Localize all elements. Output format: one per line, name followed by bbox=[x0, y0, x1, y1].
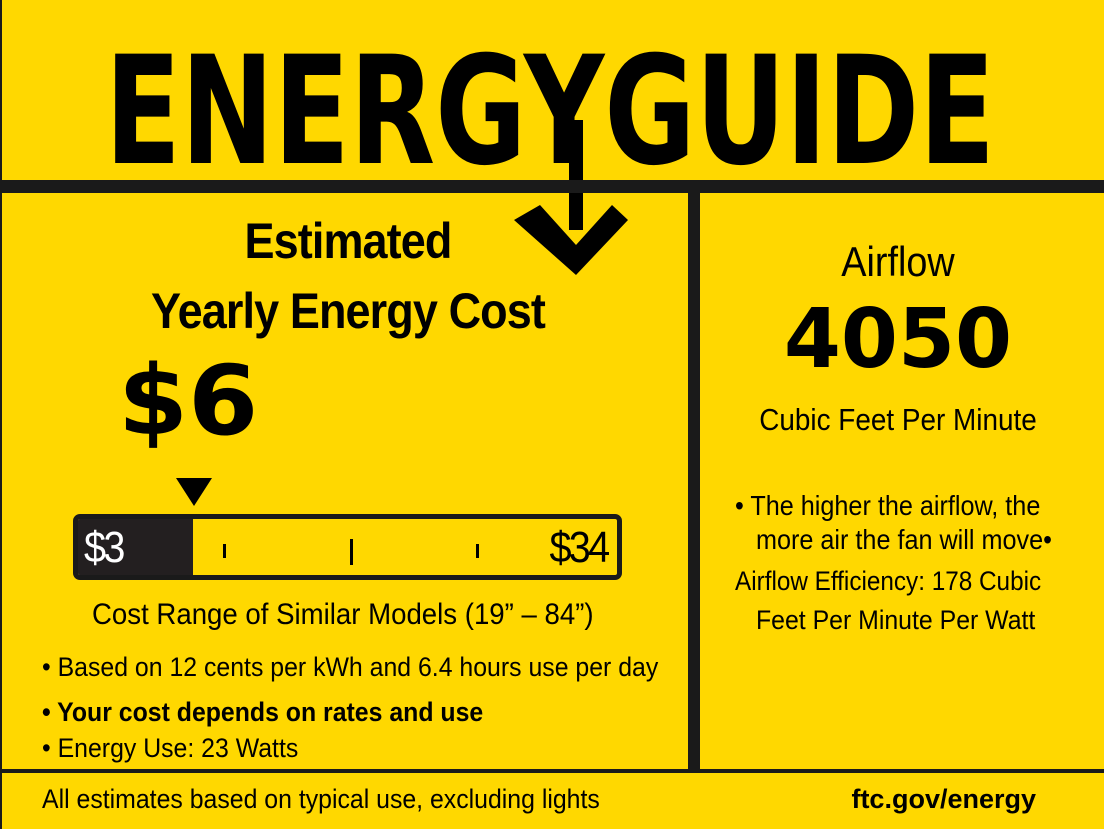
range-high: $34 bbox=[549, 523, 610, 572]
ftc-link[interactable]: ftc.gov/energy bbox=[851, 784, 1036, 814]
note-rates: • Based on 12 cents per kWh and 6.4 hour… bbox=[42, 652, 659, 682]
airflow-heading: Airflow bbox=[841, 238, 955, 285]
footer-divider bbox=[0, 769, 1104, 773]
tick-mark bbox=[223, 544, 226, 558]
footer-disclaimer: All estimates based on typical use, excl… bbox=[42, 784, 600, 814]
arrow-down-icon bbox=[514, 205, 628, 275]
cost-indicator-icon bbox=[176, 478, 212, 506]
airflow-value: 4050 bbox=[783, 292, 1013, 387]
tick-mark bbox=[476, 544, 479, 558]
airflow-note-2: more air the fan will move• bbox=[756, 524, 1052, 555]
arrow-stem bbox=[569, 120, 583, 230]
left-border bbox=[0, 0, 2, 829]
range-low: $3 bbox=[84, 523, 125, 572]
airflow-efficiency-1: Airflow Efficiency: 178 Cubic bbox=[735, 566, 1042, 596]
note-energy-use: • Energy Use: 23 Watts bbox=[42, 733, 299, 763]
cost-range-fill bbox=[78, 519, 193, 575]
cost-range-bar: $3 $34 bbox=[73, 514, 622, 580]
cost-heading-1: Estimated bbox=[244, 213, 453, 269]
header-divider bbox=[0, 180, 1104, 193]
energyguide-logo: ENERGYGUIDE bbox=[105, 25, 995, 275]
tick-mark bbox=[350, 539, 353, 565]
airflow-unit: Cubic Feet Per Minute bbox=[759, 402, 1037, 437]
note-cost-depends: • Your cost depends on rates and use bbox=[42, 697, 484, 727]
column-divider bbox=[688, 193, 700, 771]
range-caption: Cost Range of Similar Models (19” – 84”) bbox=[92, 598, 594, 631]
airflow-efficiency-2: Feet Per Minute Per Watt bbox=[756, 605, 1036, 635]
cost-heading-2: Yearly Energy Cost bbox=[150, 283, 546, 339]
airflow-note-1: • The higher the airflow, the bbox=[735, 490, 1041, 521]
logo-title: ENERGYGUIDE bbox=[105, 25, 995, 199]
yearly-cost-value: $6 bbox=[118, 345, 259, 457]
